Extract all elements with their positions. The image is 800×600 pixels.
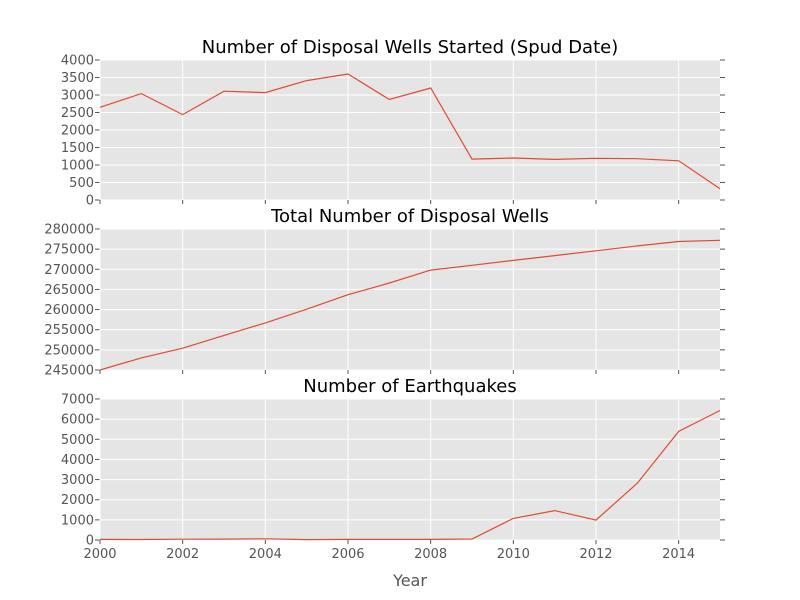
panel-3-ytick-label: 2000	[61, 493, 94, 508]
panel-3-ytick-label: 4000	[61, 453, 94, 468]
panel-1-ytick-label: 500	[69, 176, 94, 191]
panel-3-background	[100, 399, 720, 540]
panel-3-ytick-label: 5000	[61, 433, 94, 448]
panel-1-ytick-label: 2000	[61, 124, 94, 139]
panel-1-ytick-label: 1500	[61, 141, 94, 156]
panel-1-series-line	[99, 73, 721, 190]
panel-2-ytick-label: 270000	[44, 263, 94, 278]
panel-3-xtick-label: 2008	[414, 547, 447, 562]
panel-2-background	[100, 229, 720, 370]
panel-2-ytick-label: 275000	[44, 243, 94, 258]
panel-3-title: Number of Earthquakes	[303, 376, 516, 397]
panel-3-xtick-label: 2004	[249, 547, 282, 562]
panel-1-ytick-label: 1000	[61, 159, 94, 174]
panel-2-ytick-label: 245000	[44, 364, 94, 379]
panel-3-xtick-label: 2000	[83, 547, 116, 562]
panel-1-ytick-label: 3000	[61, 89, 94, 104]
panel-2-ytick-label: 280000	[44, 223, 94, 238]
panel-2-ytick-label: 260000	[44, 303, 94, 318]
x-axis-label: Year	[392, 571, 427, 590]
panel-3-xtick-label: 2014	[662, 547, 695, 562]
panel-3-xtick-label: 2002	[166, 547, 199, 562]
panel-3-ytick-label: 0	[86, 534, 94, 549]
panel-3-ytick-label: 3000	[61, 473, 94, 488]
panel-3-xtick-label: 2010	[497, 547, 530, 562]
panel-3-series-line	[99, 409, 721, 541]
panel-3-xtick-label: 2012	[579, 547, 612, 562]
panel-2-title: Total Number of Disposal Wells	[270, 206, 549, 227]
panel-1-title: Number of Disposal Wells Started (Spud D…	[202, 37, 619, 58]
panel-2-ytick-label: 265000	[44, 283, 94, 298]
panel-2-ytick-label: 255000	[44, 323, 94, 338]
panel-2-series-line	[99, 239, 721, 371]
panel-1-ytick-label: 3500	[61, 71, 94, 86]
panel-1-ytick-label: 0	[86, 194, 94, 209]
panel-2-ytick-label: 250000	[44, 343, 94, 358]
panel-1-ytick-label: 2500	[61, 106, 94, 121]
panel-3-ytick-label: 6000	[61, 413, 94, 428]
panel-1-ytick-label: 4000	[61, 54, 94, 69]
panel-3-ytick-label: 1000	[61, 513, 94, 528]
panel-3-xtick-label: 2006	[331, 547, 364, 562]
panel-3-ytick-label: 7000	[61, 393, 94, 408]
